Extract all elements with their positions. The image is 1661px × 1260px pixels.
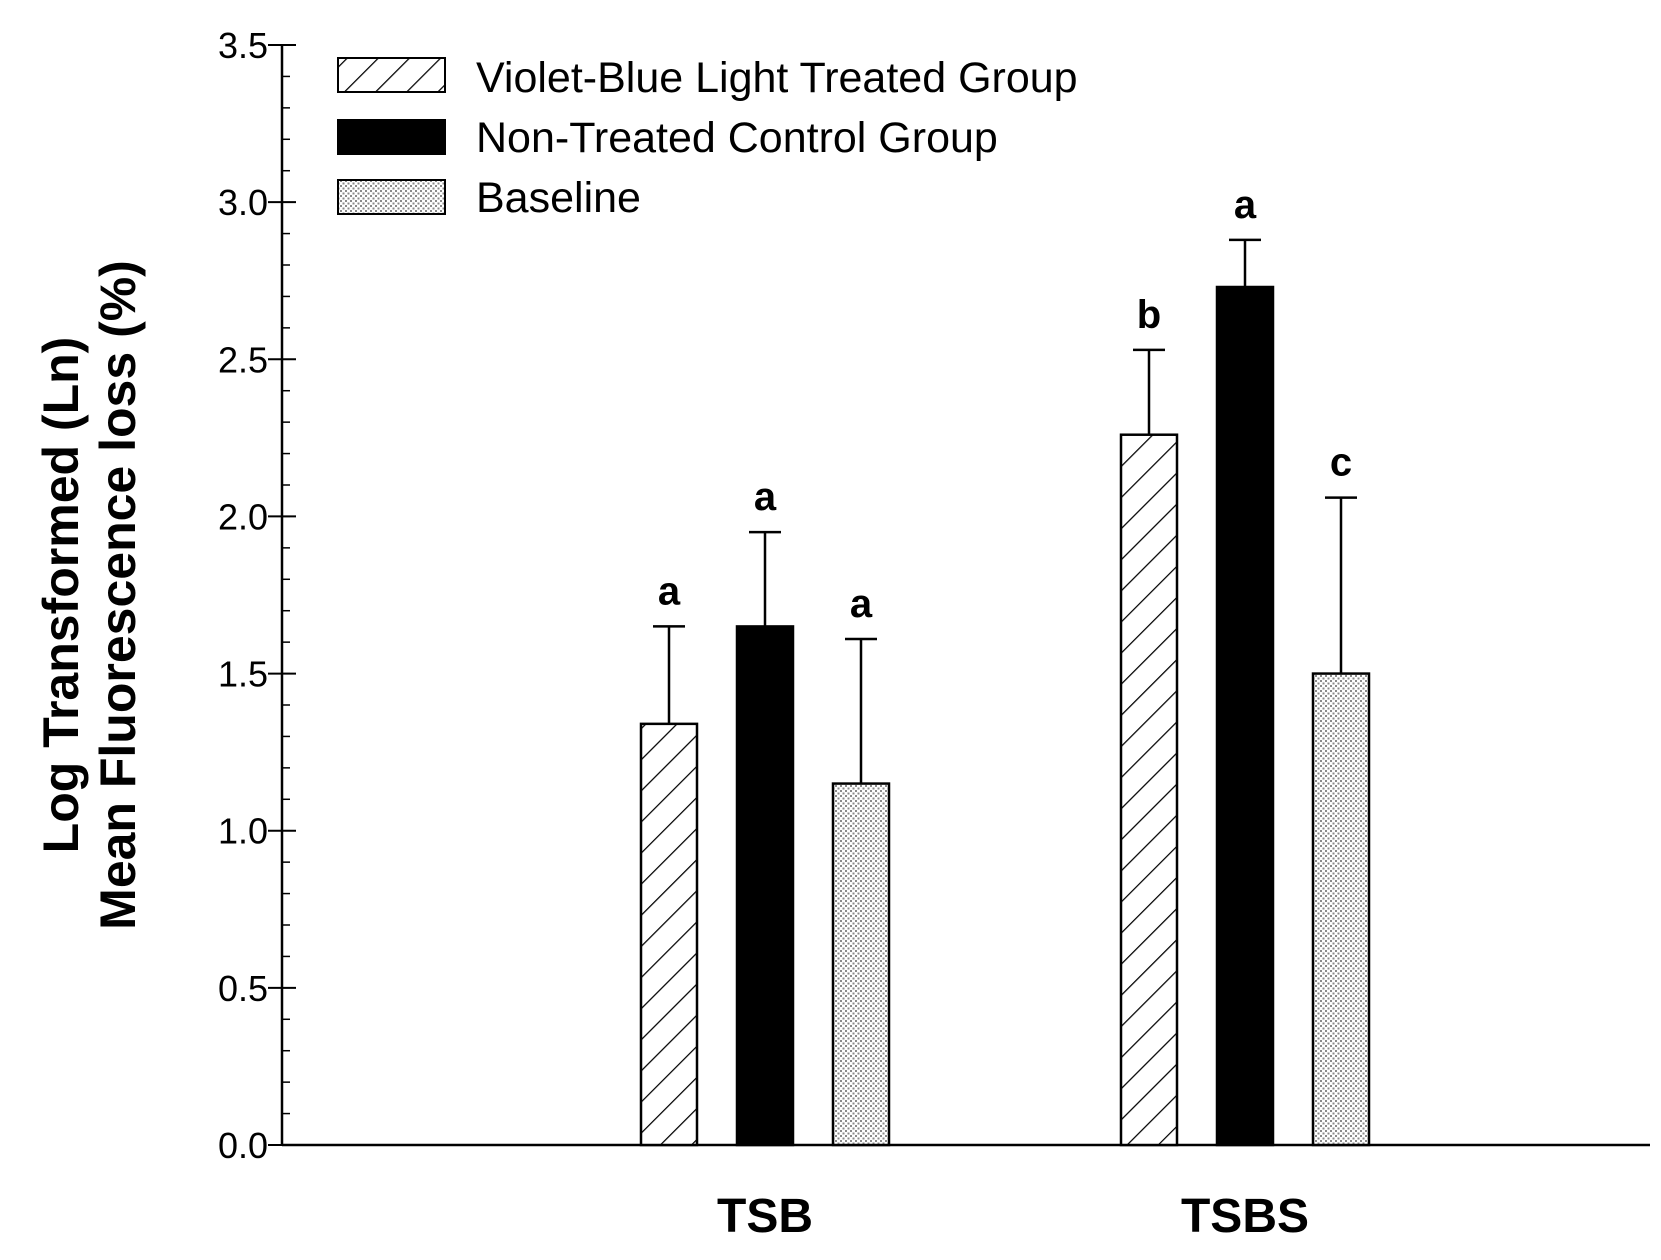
legend-label-treated: Violet-Blue Light Treated Group [476, 54, 1078, 102]
legend-label-baseline: Baseline [476, 174, 641, 222]
bar [1215, 285, 1275, 1147]
significance-label: a [754, 475, 777, 519]
bar [1119, 433, 1179, 1147]
y-tick-label: 3.5 [218, 25, 268, 66]
significance-label: a [1234, 183, 1257, 227]
legend-swatch-dots [337, 179, 446, 215]
y-tick-label: 1.0 [218, 811, 268, 852]
significance-label: a [658, 569, 681, 613]
bar [735, 625, 795, 1147]
y-tick-label: 2.0 [218, 496, 268, 537]
category-labels: TSB TSBS [717, 1190, 1309, 1243]
y-tick-label: 0.0 [218, 1125, 268, 1166]
axes: 0.0 0.5 1.0 1.5 2.0 2.5 3.0 3.5 [218, 25, 1650, 1166]
y-tick-label: 2.5 [218, 339, 268, 380]
legend-swatch-solid [337, 119, 446, 155]
x-tick-label: TSB [717, 1190, 813, 1243]
significance-label: a [850, 582, 873, 626]
y-axis-title-line-2: Mean Fluorescence loss (%) [90, 260, 146, 930]
legend: Violet-Blue Light Treated Group Non-Trea… [337, 54, 1078, 222]
y-tick-label: 1.5 [218, 654, 268, 695]
x-tick-label: TSBS [1181, 1190, 1309, 1243]
significance-label: b [1137, 293, 1161, 337]
legend-label-control: Non-Treated Control Group [476, 114, 998, 162]
y-tick-label: 0.5 [218, 968, 268, 1009]
significance-label: c [1330, 441, 1352, 485]
y-tick-label: 3.0 [218, 182, 268, 223]
bar [831, 782, 891, 1147]
bars: a a a b a c [639, 183, 1371, 1147]
y-axis-title-line-1: Log Transformed (Ln) [33, 337, 89, 854]
legend-swatch-hatch [337, 57, 446, 93]
bar [1311, 672, 1371, 1147]
bar [639, 722, 699, 1147]
y-axis-title: Log Transformed (Ln) Mean Fluorescence l… [33, 260, 146, 930]
